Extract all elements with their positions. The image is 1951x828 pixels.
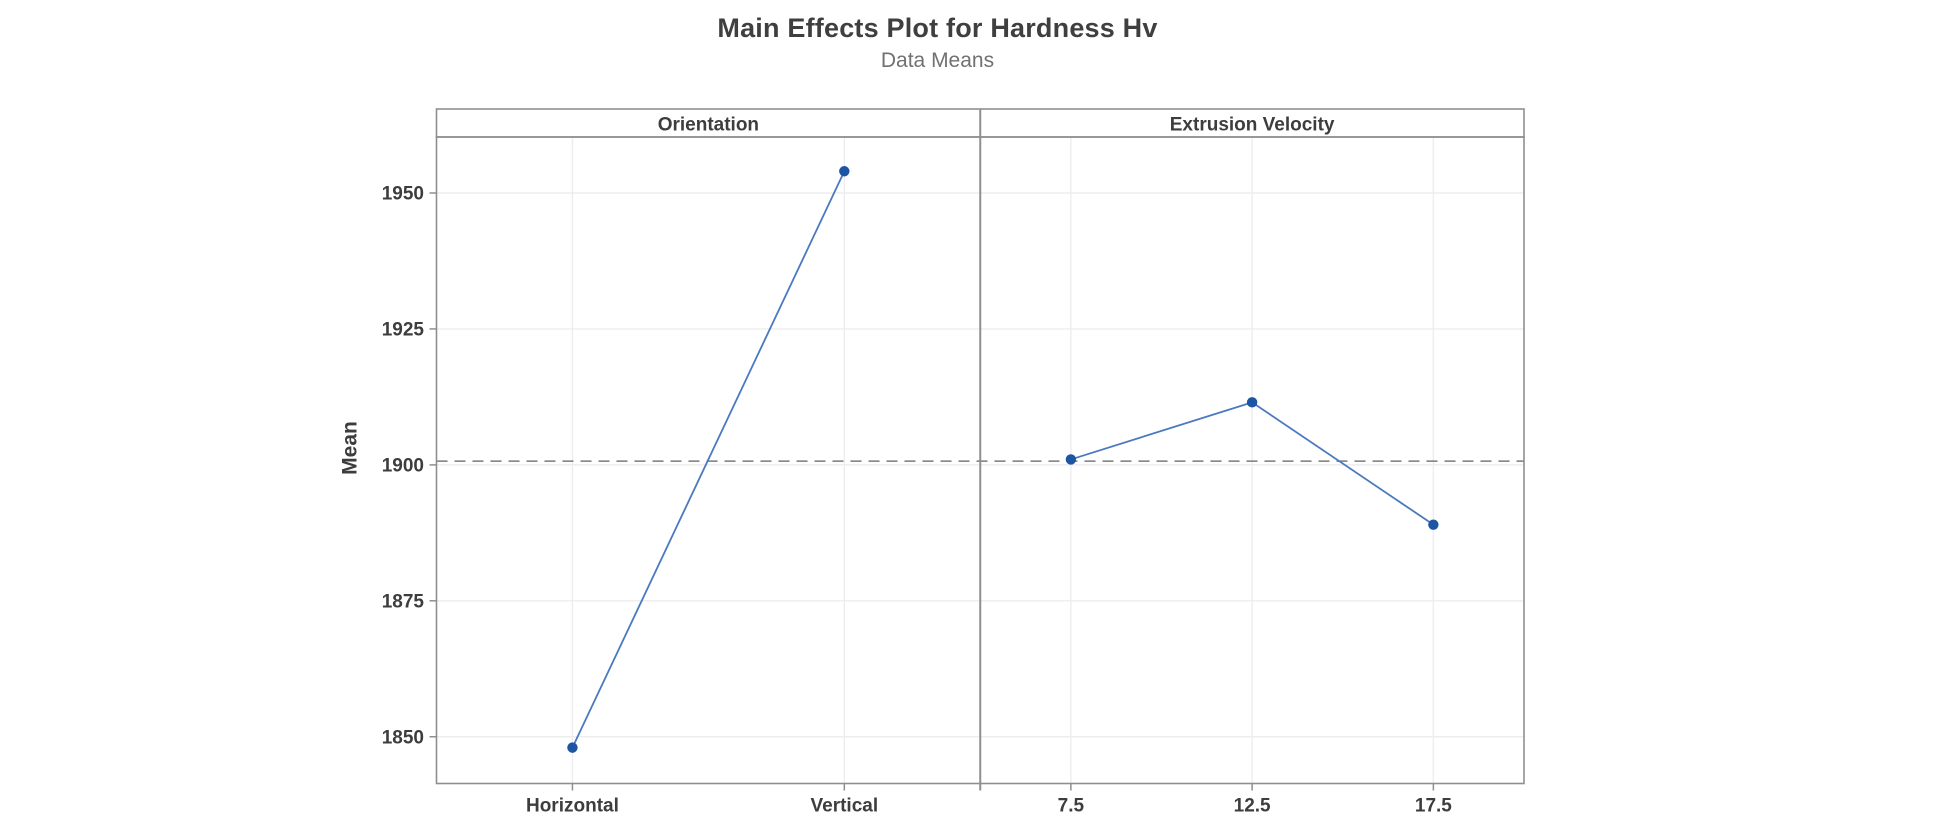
- data-point-marker: [839, 166, 850, 177]
- y-tick-label: 1950: [382, 184, 424, 205]
- data-point-marker: [567, 742, 578, 753]
- panel-header-label: Extrusion Velocity: [1170, 115, 1335, 136]
- panel-header-label: Orientation: [658, 115, 759, 136]
- series-line: [571, 170, 846, 748]
- x-tick-label: Horizontal: [526, 796, 619, 817]
- y-axis-title: Mean: [338, 421, 361, 475]
- x-tick-label: 17.5: [1415, 796, 1452, 817]
- x-tick-label: 7.5: [1058, 796, 1085, 817]
- y-tick-label: 1875: [382, 591, 425, 612]
- data-point-marker: [1428, 519, 1439, 530]
- x-tick-label: Vertical: [811, 796, 879, 817]
- y-tick-label: 1925: [382, 320, 425, 341]
- y-tick-label: 1900: [382, 456, 424, 477]
- y-tick-label: 1850: [382, 727, 424, 748]
- data-point-marker: [1065, 454, 1077, 465]
- x-tick-label: 12.5: [1234, 796, 1271, 817]
- data-point-marker: [1246, 397, 1258, 408]
